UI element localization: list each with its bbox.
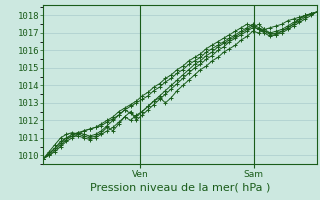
X-axis label: Pression niveau de la mer( hPa ): Pression niveau de la mer( hPa ) — [90, 183, 270, 193]
